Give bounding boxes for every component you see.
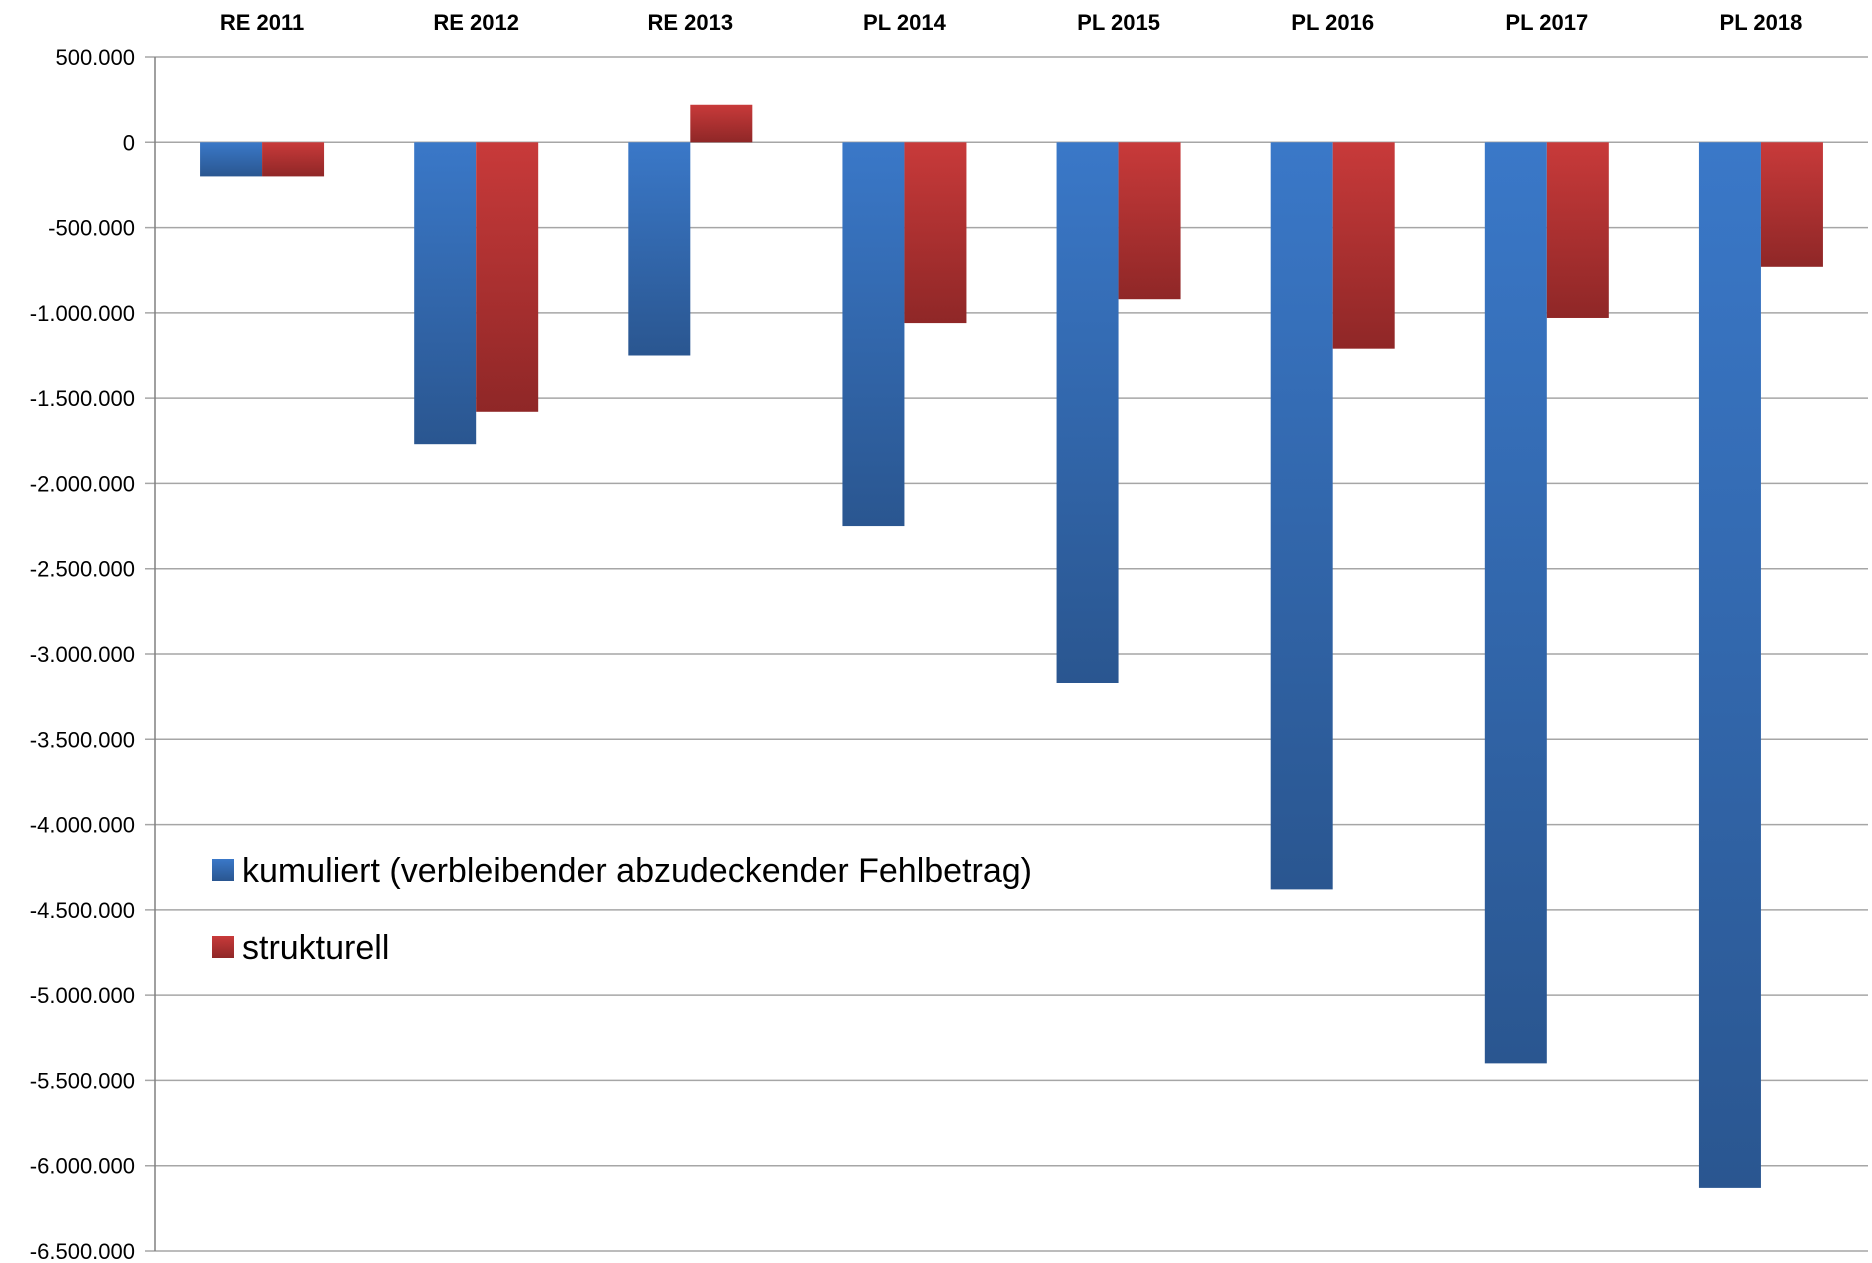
category-label: PL 2016 [1291, 10, 1374, 35]
y-tick-label: -5.000.000 [30, 983, 135, 1008]
y-tick-label: -1.500.000 [30, 386, 135, 411]
y-tick-label: -2.000.000 [30, 471, 135, 496]
bar-strukturell-pl-2018 [1760, 142, 1823, 267]
category-label: RE 2011 [220, 10, 304, 35]
y-axis-tick-labels: 500.000 0 -500.000 -1.000.000 -1.500.000 -2.0… [30, 45, 135, 1263]
bar-kumuliert-re-2011 [200, 142, 263, 177]
grid-lines [145, 56, 1868, 1252]
legend: kumuliert (verbleibender abzudeckender F… [212, 852, 1032, 967]
y-tick-label: -2.500.000 [30, 557, 135, 582]
y-tick-label: -3.500.000 [30, 727, 135, 752]
legend-swatch-strukturell [212, 936, 234, 958]
bar-strukturell-pl-2017 [1546, 142, 1609, 318]
legend-label-kumuliert: kumuliert (verbleibender abzudeckender F… [242, 852, 1032, 890]
bar-kumuliert-pl-2015 [1056, 142, 1119, 683]
bar-strukturell-re-2013 [690, 104, 753, 143]
bar-strukturell-pl-2015 [1118, 142, 1181, 300]
category-label: RE 2013 [648, 10, 734, 35]
category-label: PL 2018 [1720, 10, 1803, 35]
y-tick-label: -5.500.000 [30, 1068, 135, 1093]
category-labels: RE 2011 RE 2012 RE 2013 PL 2014 PL 2015 PL 20… [220, 10, 1802, 35]
bar-kumuliert-pl-2018 [1698, 142, 1761, 1188]
category-label: RE 2012 [433, 10, 519, 35]
bar-strukturell-re-2011 [262, 142, 325, 177]
bar-strukturell-pl-2016 [1332, 142, 1395, 349]
legend-swatch-kumuliert [212, 859, 234, 881]
category-label: PL 2014 [863, 10, 947, 35]
category-label: PL 2017 [1505, 10, 1588, 35]
y-tick-label: -3.000.000 [30, 642, 135, 667]
y-tick-label: 500.000 [55, 45, 135, 70]
legend-label-strukturell: strukturell [242, 929, 389, 967]
bar-strukturell-re-2012 [476, 142, 539, 412]
y-tick-label: -1.000.000 [30, 301, 135, 326]
y-tick-label: -4.500.000 [30, 898, 135, 923]
bar-strukturell-pl-2014 [904, 142, 967, 324]
category-label: PL 2015 [1077, 10, 1160, 35]
bar-kumuliert-re-2012 [414, 142, 477, 445]
y-tick-label: -6.500.000 [30, 1239, 135, 1263]
bar-kumuliert-re-2013 [628, 142, 691, 356]
bar-kumuliert-pl-2017 [1484, 142, 1547, 1064]
y-tick-label: -4.000.000 [30, 813, 135, 838]
bar-kumuliert-pl-2014 [842, 142, 905, 527]
y-tick-label: -6.000.000 [30, 1154, 135, 1179]
bars [200, 104, 1823, 1188]
y-tick-label: 0 [123, 130, 135, 155]
y-tick-label: -500.000 [48, 216, 135, 241]
bar-kumuliert-pl-2016 [1270, 142, 1333, 890]
